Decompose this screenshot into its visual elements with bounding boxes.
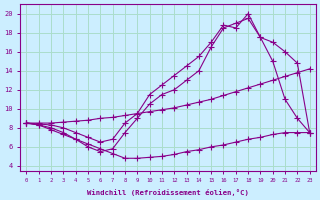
X-axis label: Windchill (Refroidissement éolien,°C): Windchill (Refroidissement éolien,°C)	[87, 189, 249, 196]
